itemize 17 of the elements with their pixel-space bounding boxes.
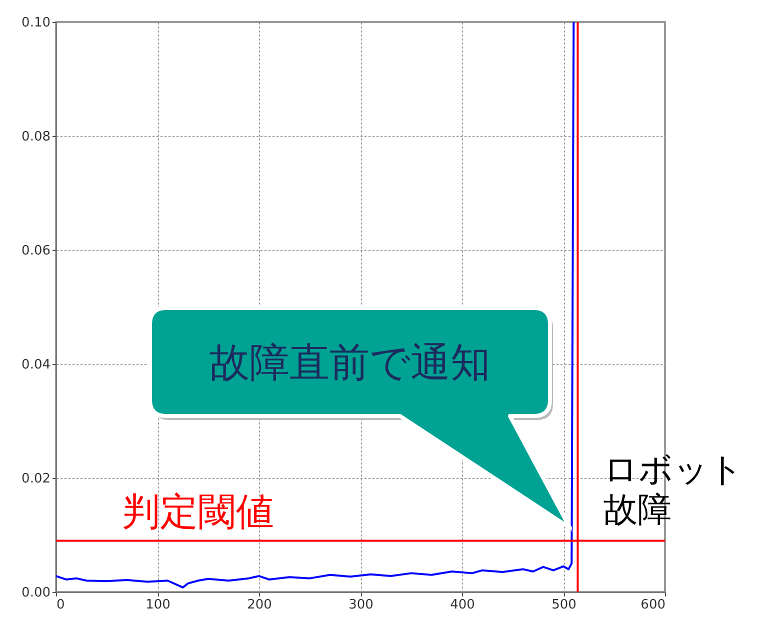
x-tick-label: 600 [640, 598, 666, 612]
x-tick-label: 400 [450, 598, 475, 612]
ref-line-label: ロボット故障 [604, 450, 745, 530]
line-series [56, 22, 575, 588]
x-tick-label: 500 [552, 598, 576, 612]
ref-line-label: 判定閾値 [122, 490, 274, 534]
x-tick-label: 0 [56, 598, 65, 612]
annotation: 故障直前で通知 [210, 340, 490, 386]
y-tick-label: 0.00 [22, 586, 50, 600]
y-tick-label: 0.10 [22, 16, 50, 30]
x-tick-label: 300 [348, 598, 374, 612]
y-tick-label: 0.08 [22, 130, 50, 144]
x-tick-label: 100 [146, 598, 170, 612]
y-tick-label: 0.06 [22, 244, 50, 258]
x-tick-label: 200 [247, 598, 272, 612]
y-tick-label: 0.04 [22, 358, 50, 372]
y-tick-label: 0.02 [22, 472, 50, 486]
